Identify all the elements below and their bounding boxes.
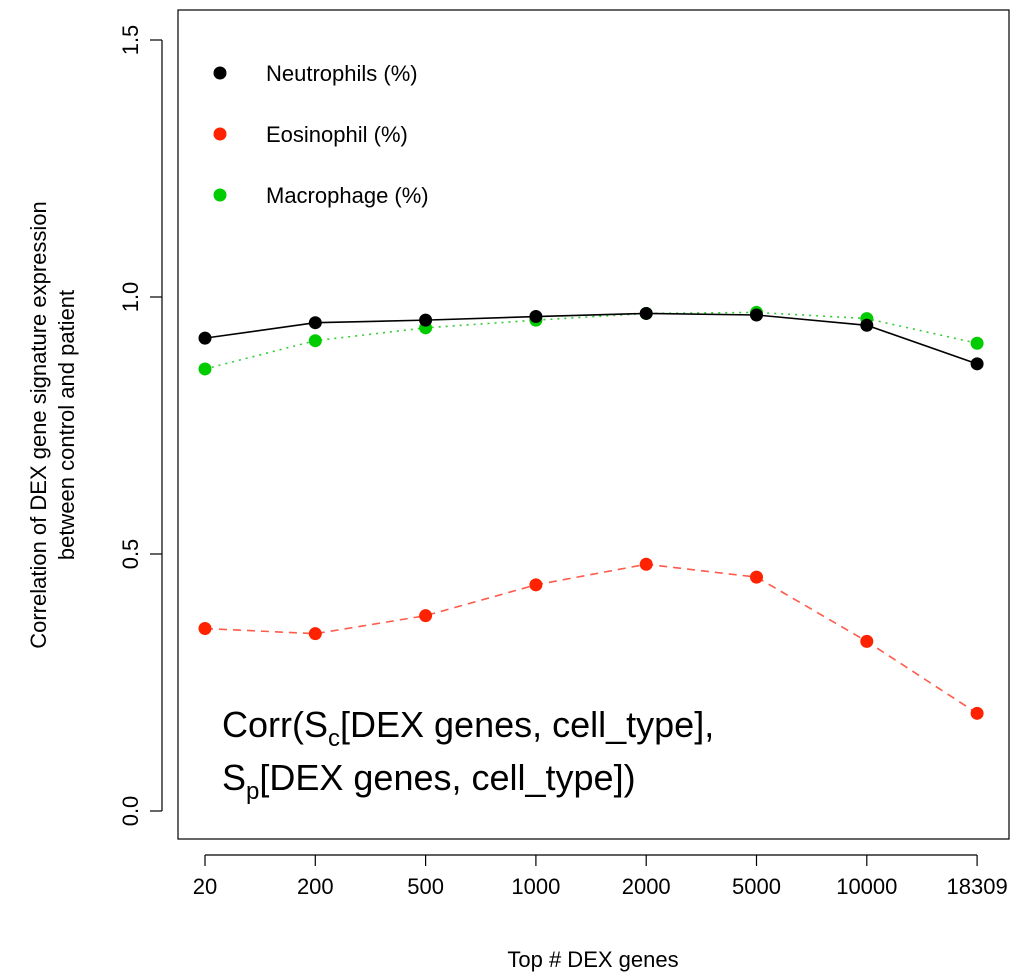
y-tick-label: 1.0: [118, 282, 143, 313]
y-tick-label: 1.5: [118, 25, 143, 56]
data-point: [308, 316, 322, 330]
legend-item-neutrophils: Neutrophils (%): [213, 61, 418, 86]
x-tick-label: 2000: [622, 874, 671, 899]
series-line: [204, 563, 978, 715]
data-point: [419, 609, 433, 623]
data-point: [970, 706, 984, 720]
legend-item-macrophage: Macrophage (%): [213, 183, 429, 208]
data-point: [529, 578, 543, 592]
data-point: [198, 362, 212, 376]
x-tick-label: 5000: [732, 874, 781, 899]
data-point: [860, 318, 874, 332]
annotation-line1-sub: c: [328, 725, 340, 752]
x-tick-label: 18309: [947, 874, 1008, 899]
corr-annotation: Corr(Sc[DEX genes, cell_type], Sp[DEX ge…: [222, 704, 714, 805]
legend-marker: [213, 188, 227, 202]
x-tick-label: 200: [297, 874, 334, 899]
series-layer: [198, 305, 984, 720]
legend-marker: [213, 127, 227, 141]
data-point: [970, 336, 984, 350]
legend: Neutrophils (%) Eosinophil (%) Macrophage …: [213, 61, 429, 208]
y-axis: 0.0 0.5 1.0 1.5: [118, 25, 163, 827]
annotation-line2-sub: p: [246, 778, 259, 805]
y-axis-title: Correlation of DEX gene signature expres…: [26, 201, 79, 649]
data-point: [750, 308, 763, 322]
annotation-line2: Sp[DEX genes, cell_type]): [222, 757, 636, 805]
data-point: [750, 570, 763, 584]
annotation-line1-a: Corr(S: [222, 704, 328, 745]
data-point: [198, 331, 212, 345]
x-axis-title: Top # DEX genes: [507, 947, 678, 972]
legend-label: Eosinophil (%): [266, 122, 408, 147]
x-axis: 20 200 500 1000 2000 5000 10000 18309: [193, 854, 1008, 899]
data-point: [860, 634, 874, 648]
x-tick-label: 20: [193, 874, 217, 899]
data-point: [970, 357, 984, 371]
x-tick-label: 1000: [511, 874, 560, 899]
y-tick-label: 0.5: [118, 539, 143, 570]
data-point: [308, 334, 322, 348]
series-eosinophil: [198, 557, 984, 720]
annotation-line2-a: S: [222, 757, 246, 798]
plot-frame: [177, 9, 1010, 840]
annotation-line1-b: [DEX genes, cell_type],: [340, 704, 714, 745]
data-point: [198, 622, 212, 636]
legend-label: Neutrophils (%): [266, 61, 418, 86]
y-tick-label: 0.0: [118, 796, 143, 827]
legend-marker: [213, 66, 227, 80]
x-tick-label: 500: [407, 874, 444, 899]
legend-label: Macrophage (%): [266, 183, 429, 208]
data-point: [308, 627, 322, 641]
legend-item-eosinophil: Eosinophil (%): [213, 122, 408, 147]
annotation-line1: Corr(Sc[DEX genes, cell_type],: [222, 704, 714, 752]
data-point: [419, 313, 433, 327]
x-tick-label: 10000: [836, 874, 897, 899]
y-axis-title-line1: Correlation of DEX gene signature expres…: [26, 201, 51, 649]
annotation-line2-b: [DEX genes, cell_type]): [259, 757, 635, 798]
data-point: [639, 306, 653, 320]
y-axis-title-line2: between control and patient: [54, 290, 79, 560]
series-neutrophils: [198, 306, 984, 371]
data-point: [639, 557, 653, 571]
data-point: [529, 310, 543, 324]
series-line: [204, 312, 978, 365]
